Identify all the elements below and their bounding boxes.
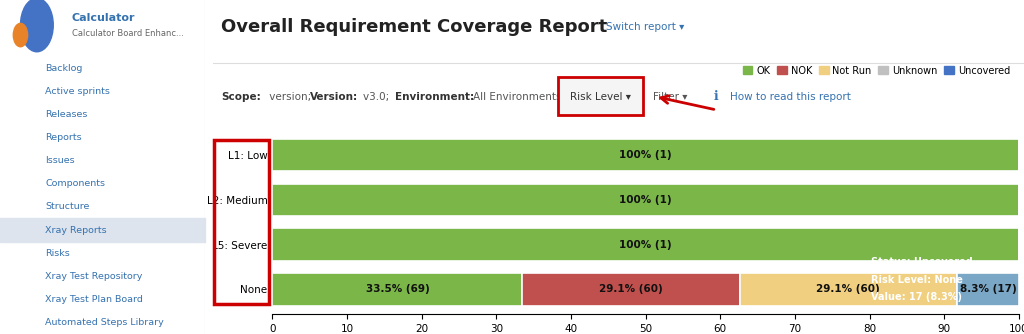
Text: Status: Uncovered: Status: Uncovered [871,258,973,268]
Text: 33.5% (69): 33.5% (69) [366,285,429,295]
Text: Switch report ▾: Switch report ▾ [606,22,685,32]
Bar [558,77,643,115]
Text: How to read this report: How to read this report [730,92,851,102]
Text: Automated Steps Library: Automated Steps Library [45,318,164,327]
Text: 29.1% (60): 29.1% (60) [599,285,663,295]
Text: Reports: Reports [45,133,82,142]
Text: Backlog: Backlog [45,64,82,73]
Text: 100% (1): 100% (1) [620,150,672,160]
Text: Components: Components [45,179,105,188]
Text: Structure: Structure [45,202,89,211]
Text: Scope:: Scope: [221,92,261,102]
Text: version;: version; [265,92,314,102]
Bar [956,273,1019,306]
Text: Xray Test Repository: Xray Test Repository [45,272,142,281]
Text: Environment:: Environment: [395,92,474,102]
Text: Version:: Version: [310,92,358,102]
Circle shape [13,23,28,47]
Bar [0,0,205,52]
Text: Xray Reports: Xray Reports [45,225,106,234]
Text: 100% (1): 100% (1) [620,195,672,205]
Text: All Environments ▾: All Environments ▾ [472,92,569,102]
Text: Overall Requirement Coverage Report: Overall Requirement Coverage Report [221,18,607,36]
Text: Risk Level: None: Risk Level: None [871,275,964,285]
Text: Active sprints: Active sprints [45,87,110,96]
Text: Issues: Issues [45,156,75,165]
Circle shape [20,0,53,52]
Text: Value: 17 (8.3%): Value: 17 (8.3%) [871,292,963,302]
Text: v3.0;: v3.0; [364,92,392,102]
Text: Releases: Releases [45,110,87,119]
Text: Filter ▾: Filter ▾ [653,92,688,102]
Text: ℹ: ℹ [714,90,718,103]
Bar [0,218,205,241]
Text: 8.3% (17): 8.3% (17) [959,285,1016,295]
Text: Risks: Risks [45,248,70,258]
Bar [272,273,522,306]
Text: Xray Test Plan Board: Xray Test Plan Board [45,295,143,304]
Text: 100% (1): 100% (1) [620,239,672,249]
Text: 29.1% (60): 29.1% (60) [816,285,881,295]
Bar [739,273,956,306]
Text: Calculator Board Enhanc...: Calculator Board Enhanc... [72,29,183,38]
Text: Risk Level ▾: Risk Level ▾ [569,92,631,102]
Bar [272,183,1019,216]
Bar [522,273,739,306]
Bar [272,228,1019,261]
Legend: OK, NOK, Not Run, Unknown, Uncovered: OK, NOK, Not Run, Unknown, Uncovered [738,62,1014,79]
Bar [272,139,1019,171]
Text: Calculator: Calculator [72,13,135,23]
